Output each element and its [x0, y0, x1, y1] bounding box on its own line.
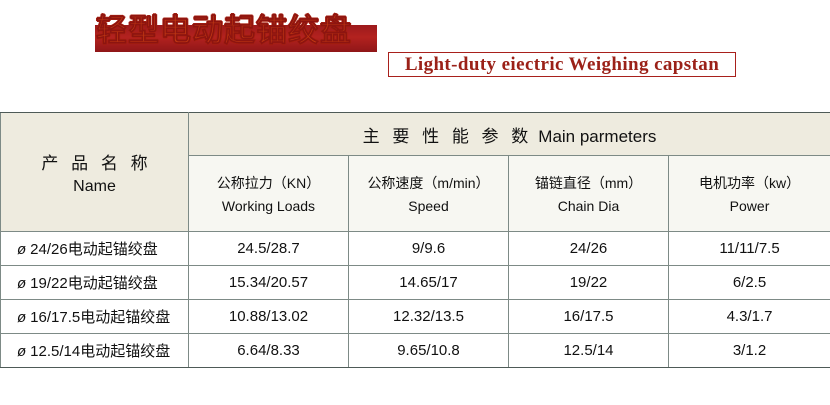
header-power-cn: 电机功率（kw） [698, 175, 801, 192]
cell-product-name: ø 19/22电动起锚绞盘 [0, 265, 189, 300]
title-banner-bar [95, 25, 377, 52]
header-speed: 公称速度（m/min） Speed [348, 155, 509, 232]
cell-product-name-text: 24/26电动起锚绞盘 [30, 241, 158, 258]
header-main-parameters: 主 要 性 能 参 数 Main parmeters [187, 111, 830, 157]
cell-product-name: ø 12.5/14电动起锚绞盘 [0, 333, 189, 368]
cell-product-name-text: 16/17.5电动起锚绞盘 [30, 309, 171, 326]
header-working-loads-cn: 公称拉力（KN） [216, 175, 321, 192]
cell-product-name-text: 19/22电动起锚绞盘 [30, 275, 158, 292]
table-row: ø 16/17.5电动起锚绞盘 10.88/13.02 12.32/13.5 16… [0, 299, 830, 334]
header-chain-dia-cn: 锚链直径（mm） [534, 175, 643, 192]
table-row: ø 24/26电动起锚绞盘 24.5/28.7 9/9.6 24/26 11/11… [0, 231, 830, 266]
cell-power: 6/2.5 [667, 265, 830, 300]
diameter-icon: ø [17, 241, 27, 258]
cell-working-loads: 15.34/20.57 [188, 265, 349, 300]
cell-power: 3/1.2 [667, 333, 830, 368]
product-title-chinese: 轻型电动起锚绞盘 [96, 13, 352, 49]
header-chain-dia: 锚链直径（mm） Chain Dia [508, 155, 669, 232]
header-power-en: Power [729, 198, 770, 215]
header-chain-dia-en: Chain Dia [557, 198, 620, 215]
table-header-row-group: 产 品 名 称 Name 主 要 性 能 参 数 Main parmeters [0, 111, 830, 232]
specifications-table: 产 品 名 称 Name 主 要 性 能 参 数 Main parmeters 公… [0, 111, 830, 368]
cell-chain-dia: 12.5/14 [508, 333, 669, 368]
header-main-parameters-cn: 主 要 性 能 参 数 [362, 126, 533, 146]
diameter-icon: ø [17, 343, 27, 360]
title-area: 轻型电动起锚绞盘 Light-duty eiectric Weighing ca… [0, 0, 830, 100]
cell-speed: 9.65/10.8 [348, 333, 509, 368]
header-power: 电机功率（kw） Power [667, 155, 830, 232]
cell-power: 11/11/7.5 [667, 231, 830, 266]
subtitle-box: Light-duty eiectric Weighing capstan [388, 52, 736, 77]
cell-speed: 12.32/13.5 [348, 299, 509, 334]
cell-working-loads: 6.64/8.33 [188, 333, 349, 368]
table-row: ø 19/22电动起锚绞盘 15.34/20.57 14.65/17 19/22 … [0, 265, 830, 300]
cell-product-name-text: 12.5/14电动起锚绞盘 [30, 343, 171, 360]
product-title-english: Light-duty eiectric Weighing capstan [404, 53, 720, 75]
cell-speed: 14.65/17 [348, 265, 509, 300]
header-speed-cn: 公称速度（m/min） [367, 175, 490, 192]
diameter-icon: ø [17, 309, 27, 326]
header-working-loads-en: Working Loads [221, 198, 316, 215]
diameter-icon: ø [17, 275, 27, 292]
header-product-name-en: Name [73, 177, 116, 195]
header-product-name-cn: 产 品 名 称 [41, 153, 152, 173]
table-row: ø 12.5/14电动起锚绞盘 6.64/8.33 9.65/10.8 12.5/… [0, 333, 830, 368]
cell-working-loads: 24.5/28.7 [188, 231, 349, 266]
cell-product-name: ø 16/17.5电动起锚绞盘 [0, 299, 189, 334]
cell-chain-dia: 16/17.5 [508, 299, 669, 334]
header-speed-en: Speed [408, 198, 449, 215]
table-header-row-columns: 公称拉力（KN） Working Loads 公称速度（m/min） Speed… [1, 155, 830, 232]
cell-working-loads: 10.88/13.02 [188, 299, 349, 334]
header-main-parameters-en: Main parmeters [538, 126, 657, 146]
header-product-name: 产 品 名 称 Name [0, 112, 189, 232]
cell-chain-dia: 24/26 [508, 231, 669, 266]
cell-chain-dia: 19/22 [508, 265, 669, 300]
cell-product-name: ø 24/26电动起锚绞盘 [0, 231, 189, 266]
cell-power: 4.3/1.7 [667, 299, 830, 334]
header-working-loads: 公称拉力（KN） Working Loads [188, 155, 349, 232]
cell-speed: 9/9.6 [348, 231, 509, 266]
